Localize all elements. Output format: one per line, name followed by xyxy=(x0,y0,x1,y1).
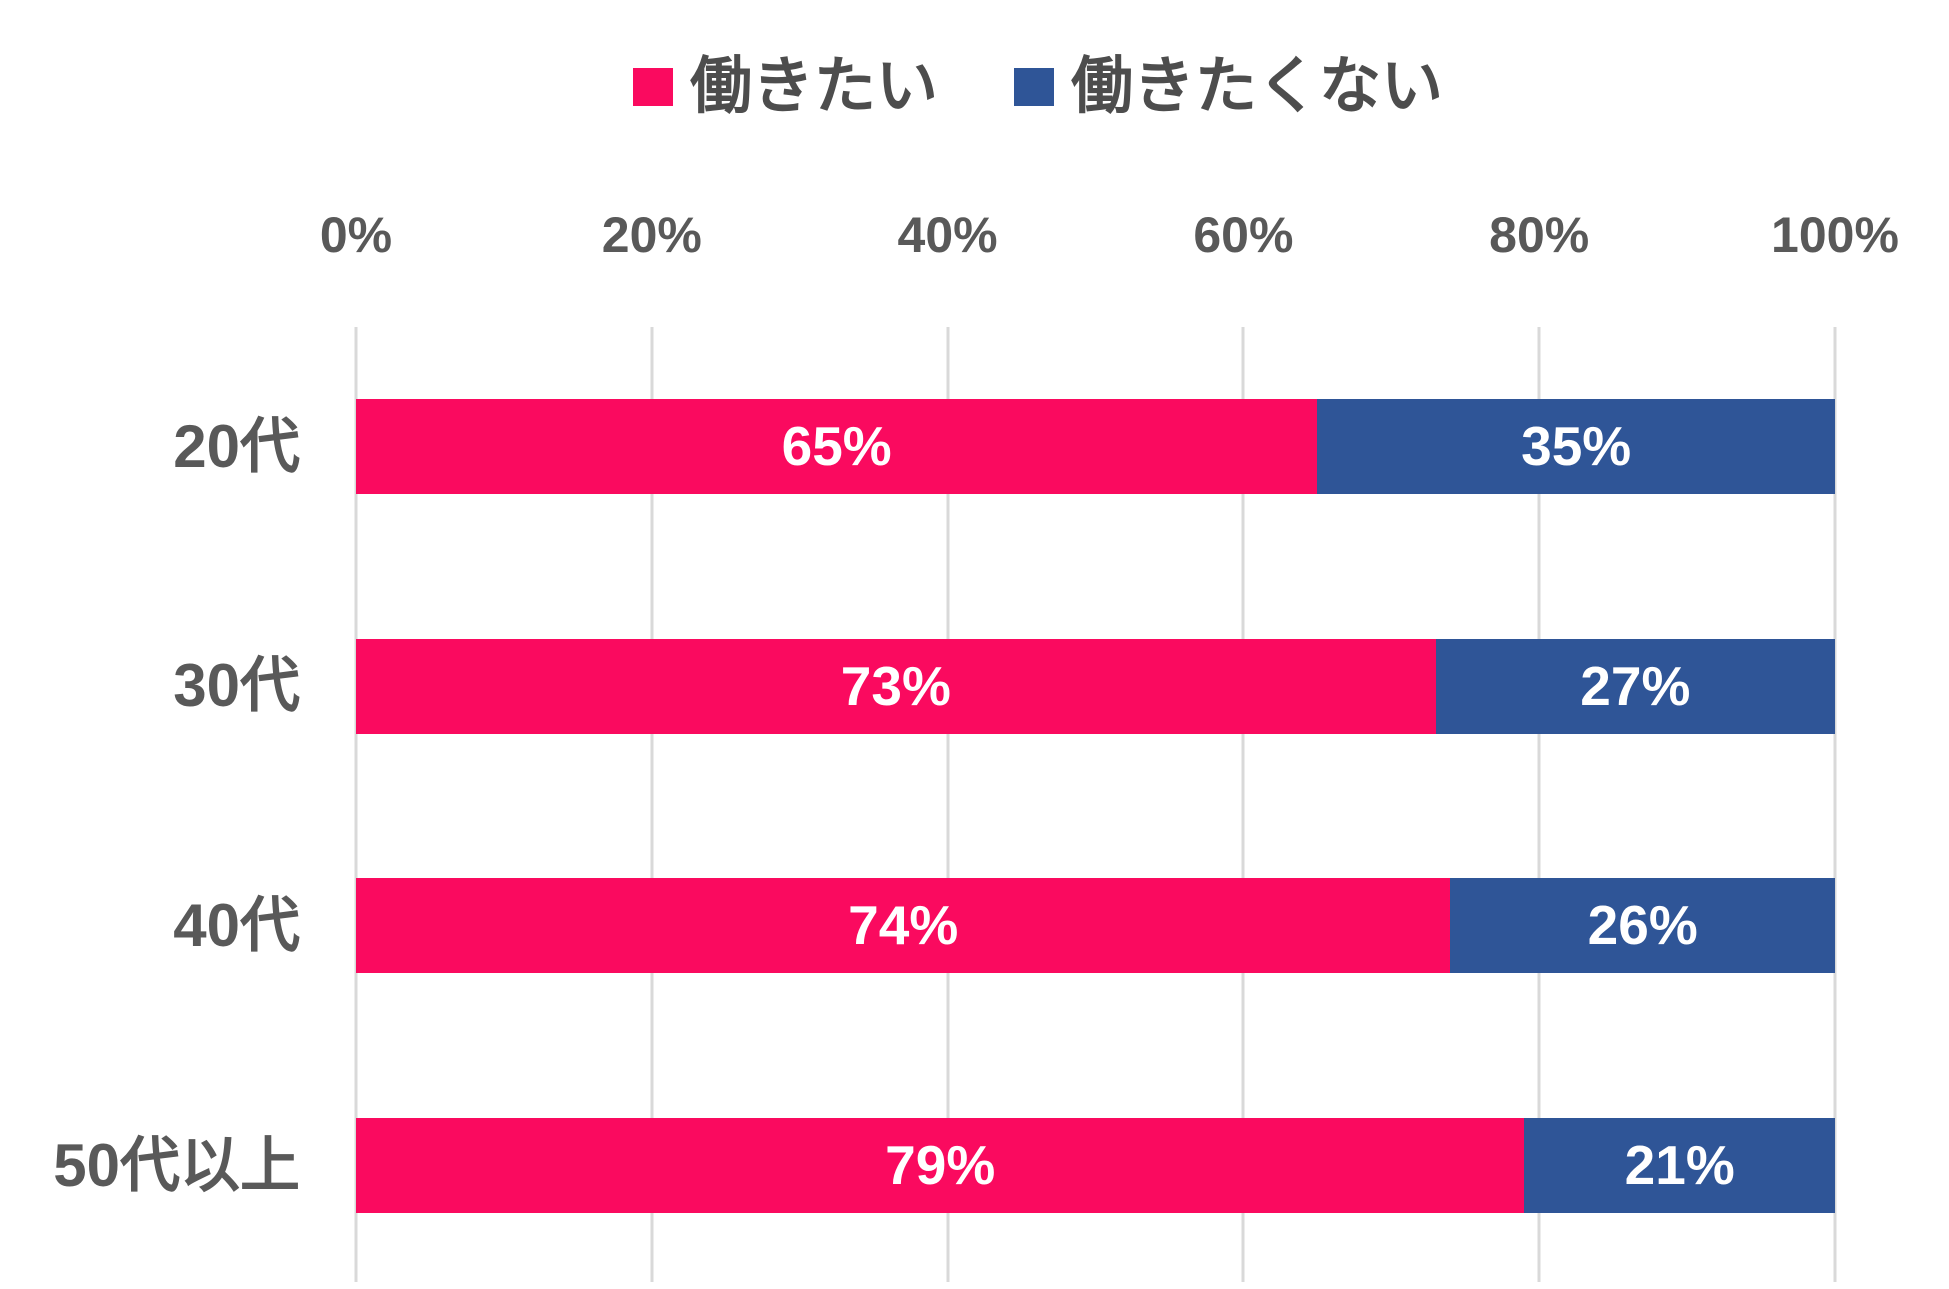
category-label: 50代以上 xyxy=(53,1131,300,1199)
gridline xyxy=(946,327,950,1282)
gridline xyxy=(650,327,654,1282)
bar-value-label: 35% xyxy=(1521,415,1632,477)
category-label: 30代 xyxy=(173,652,300,720)
bar-value-label: 74% xyxy=(848,894,959,957)
x-axis-tick-label: 0% xyxy=(319,207,393,263)
x-axis-tick-label: 80% xyxy=(1489,207,1590,263)
legend-item-2: 働きたくない xyxy=(1014,56,1443,118)
x-axis-tick-label: 20% xyxy=(601,207,702,263)
bar-value-label: 27% xyxy=(1580,654,1691,717)
category-label: 20代 xyxy=(173,412,300,480)
x-axis: 0% 20% 40% 60% 80% 100% xyxy=(320,203,1899,267)
x-axis-tick-label: 40% xyxy=(897,207,998,263)
bar-row-40代: 74% 26% xyxy=(356,878,1835,974)
bar-value-label: 21% xyxy=(1624,1134,1735,1196)
bar-row-20代: 65% 35% xyxy=(356,399,1835,494)
bar-value-label: 73% xyxy=(840,654,951,717)
plot-area: 65% 35% 73% 27% 74% 26% 79% 21% xyxy=(354,327,1837,1282)
bar-row-50代以上: 79% 21% xyxy=(356,1118,1835,1213)
legend-swatch-icon xyxy=(1014,68,1055,106)
bar-value-label: 26% xyxy=(1587,894,1698,957)
x-axis-tick-label: 60% xyxy=(1193,207,1294,263)
bar-segment-働きたい: 73% xyxy=(356,638,1436,734)
gridline xyxy=(1241,327,1245,1282)
category-labels: 20代 30代 40代 50代以上 xyxy=(0,327,300,1282)
bar-segment-働きたくない: 27% xyxy=(1435,638,1835,734)
category-label: 40代 xyxy=(173,891,300,959)
x-axis-tick-label: 100% xyxy=(1771,207,1899,263)
gridline xyxy=(1833,327,1837,1282)
gridline xyxy=(354,327,358,1282)
bar-value-label: 79% xyxy=(885,1134,996,1196)
bar-value-label: 65% xyxy=(781,415,892,477)
legend-label: 働きたい xyxy=(690,52,939,121)
bar-segment-働きたくない: 21% xyxy=(1524,1118,1835,1213)
bar-segment-働きたくない: 26% xyxy=(1450,878,1835,974)
bar-row-30代: 73% 27% xyxy=(356,638,1835,734)
legend-label: 働きたくない xyxy=(1071,52,1444,121)
legend-swatch-icon xyxy=(633,68,673,106)
bar-segment-働きたい: 79% xyxy=(356,1118,1525,1213)
gridline xyxy=(1537,327,1541,1282)
bar-segment-働きたくない: 35% xyxy=(1317,399,1835,494)
bar-segment-働きたい: 74% xyxy=(356,878,1451,974)
chart-legend: 働きたい 働きたくない xyxy=(633,56,1443,118)
bar-segment-働きたい: 65% xyxy=(356,399,1318,494)
legend-item-1: 働きたい xyxy=(633,56,938,118)
